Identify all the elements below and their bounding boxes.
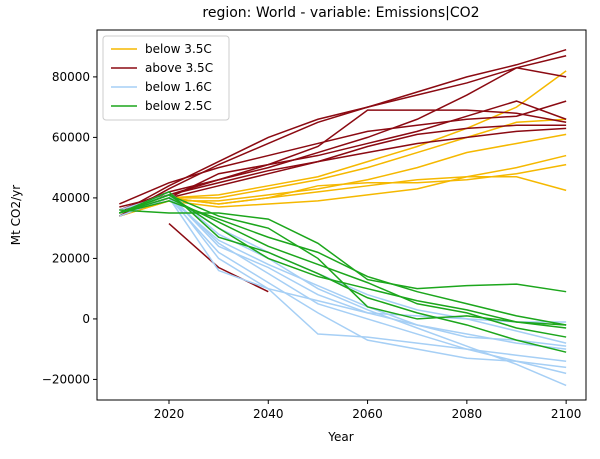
series-line — [119, 190, 567, 353]
legend-label: below 2.5C — [145, 99, 212, 113]
plot-frame — [96, 29, 587, 401]
y-tick-label: 60000 — [52, 130, 90, 144]
y-tick-label: 0 — [82, 312, 90, 326]
x-tick-label: 2040 — [253, 407, 284, 421]
y-axis-label: Mt CO2/yr — [9, 185, 23, 245]
x-tick-label: 2020 — [154, 407, 185, 421]
series-line — [119, 127, 567, 208]
legend-label: below 1.6C — [145, 80, 212, 94]
x-tick-label: 2060 — [352, 407, 383, 421]
series-line — [119, 100, 567, 214]
series-line — [119, 194, 567, 323]
series-line — [118, 67, 567, 214]
legend-label: above 3.5C — [145, 61, 213, 75]
series-line — [119, 100, 567, 205]
series-line — [119, 109, 567, 214]
series-line — [119, 154, 567, 217]
series-line — [119, 197, 567, 338]
x-axis-label: Year — [327, 430, 353, 444]
series-line — [119, 197, 567, 347]
chart-title: region: World - variable: Emissions|CO2 — [202, 5, 479, 21]
series-line — [119, 209, 567, 293]
y-tick-label: 80000 — [52, 70, 90, 84]
series-line — [119, 197, 567, 369]
series-line — [119, 124, 567, 217]
x-tick-label: 2080 — [452, 407, 483, 421]
x-tick-label: 2100 — [551, 407, 582, 421]
series-line — [119, 118, 567, 214]
series-line — [119, 194, 567, 329]
y-tick-label: 20000 — [52, 251, 90, 265]
y-tick-label: 40000 — [52, 191, 90, 205]
series-line — [168, 223, 269, 293]
series-line — [118, 48, 567, 217]
series-line — [119, 194, 567, 363]
legend-box — [102, 35, 230, 121]
series-line — [119, 163, 567, 214]
y-tick-label: −20000 — [42, 372, 90, 386]
legend-label: below 3.5C — [145, 42, 212, 56]
series-line — [119, 194, 567, 326]
